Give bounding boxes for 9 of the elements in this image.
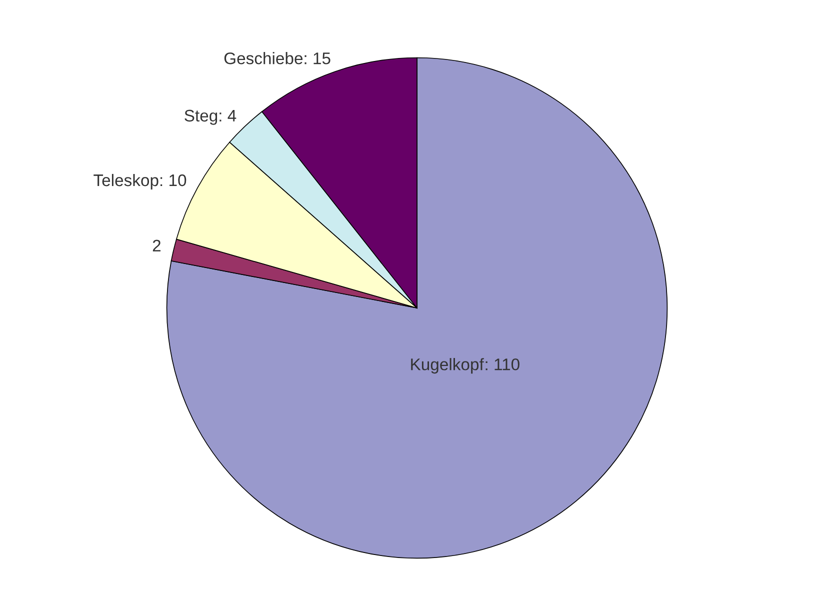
data-label: : 4 bbox=[220, 110, 236, 122]
data-label: : 110 bbox=[486, 358, 520, 370]
data-label: : 10 bbox=[160, 174, 186, 186]
data-label: 2 bbox=[152, 240, 161, 252]
slice-label: Teleskop bbox=[94, 174, 158, 190]
slice-label: Kugelkopf bbox=[411, 358, 484, 374]
slice-label: Geschiebe bbox=[224, 52, 303, 64]
slice-label: Steg bbox=[184, 110, 218, 125]
data-label: : 15 bbox=[304, 52, 330, 64]
